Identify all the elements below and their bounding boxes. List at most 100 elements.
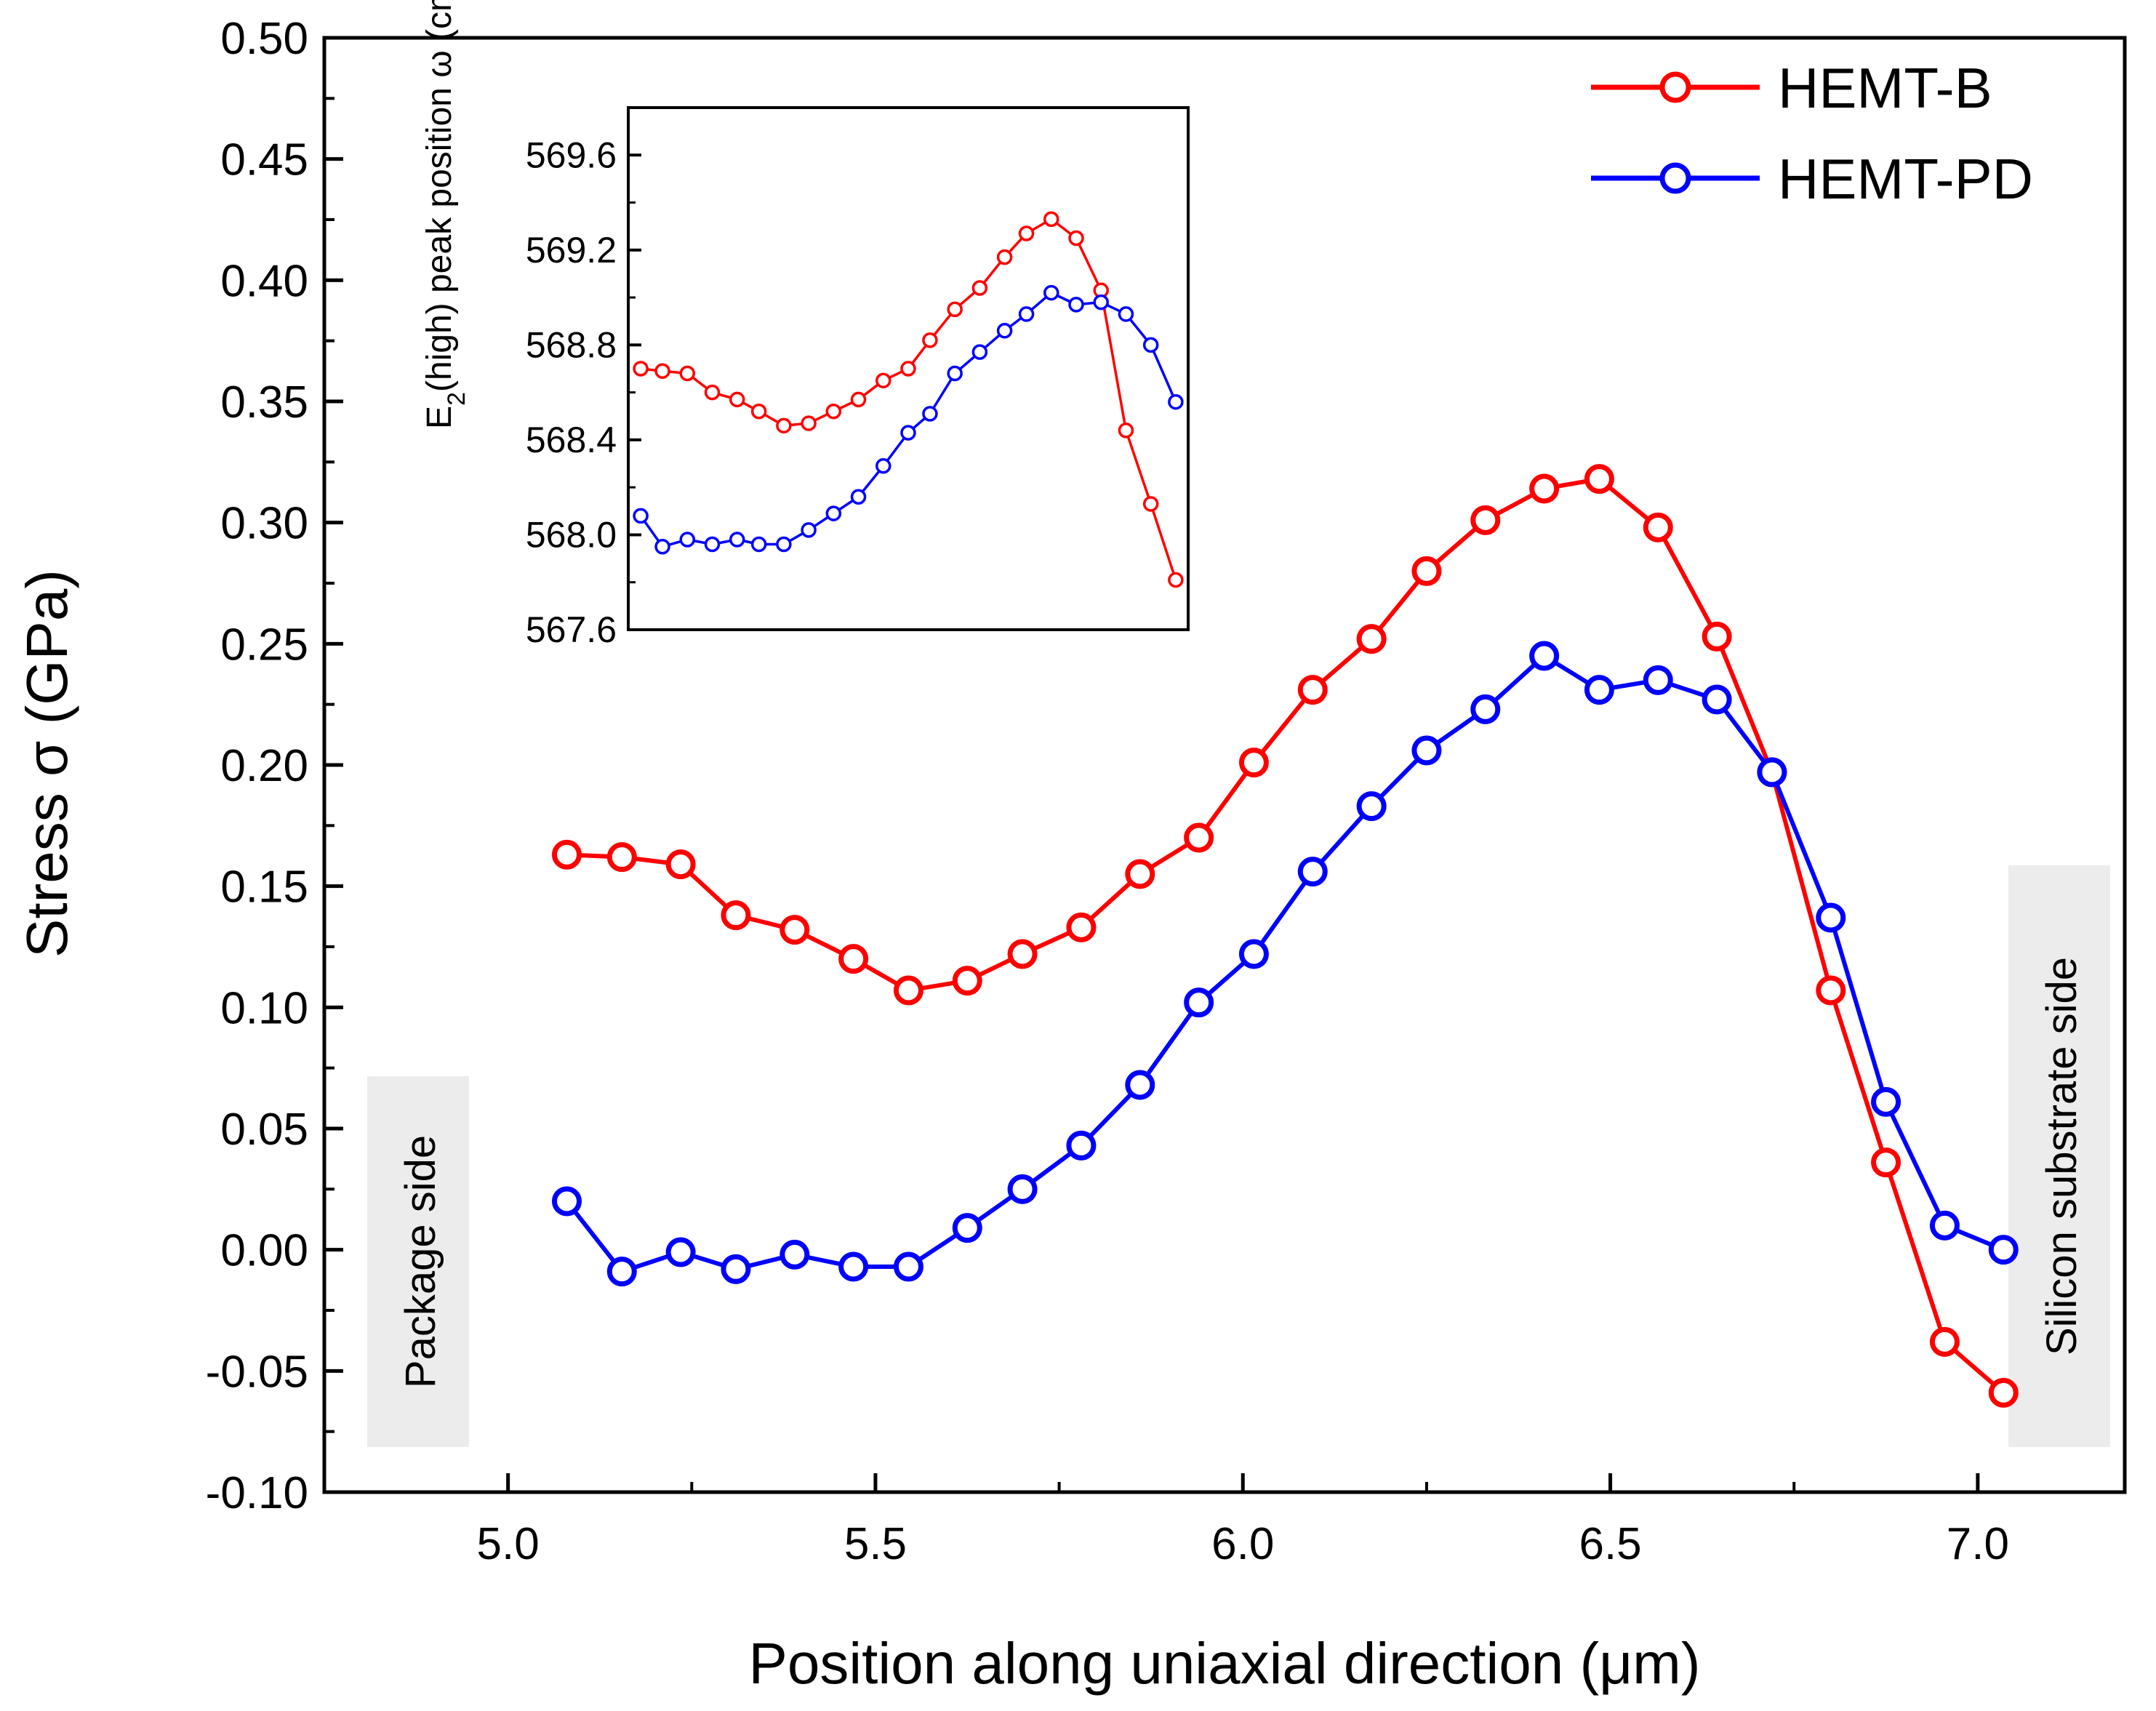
data-point-hemt-pd [606,1257,637,1287]
inset-data-point-hemt-pd [996,323,1013,339]
data-point-hemt-b [1816,975,1846,1006]
inset-data-point-hemt-pd [922,406,938,422]
inset-data-point-hemt-b [1043,211,1059,228]
y-tick-label: 0.40 [220,256,308,306]
data-point-hemt-pd [780,1239,810,1270]
data-point-hemt-pd [1816,902,1846,933]
x-tick-label: 7.0 [1947,1519,2009,1569]
data-point-hemt-pd [1584,675,1614,705]
inset-y-tick-label: 568.8 [526,324,617,365]
data-point-hemt-pd [1529,641,1560,671]
y-tick-label: -0.10 [206,1468,308,1518]
inset-axis-ticks: 567.6 568.0 568.4 568.8 569.2 569.6 [526,135,641,650]
inset-data-point-hemt-b [971,280,988,296]
inset-data-point-hemt-pd [1118,306,1134,322]
inset-data-point-hemt-b [1142,496,1159,512]
inset-data-point-hemt-b [947,301,963,318]
y-tick-label: 0.15 [220,862,308,913]
data-point-hemt-pd [952,1213,982,1243]
inset-y-tick-label: 569.6 [526,135,617,175]
series-line-hemt-pd [565,654,2005,1274]
data-point-hemt-b [1871,1147,1901,1178]
inset-data-point-hemt-pd [1142,337,1159,353]
data-point-hemt-b [1184,822,1214,853]
inset-data-point-hemt-b [850,391,867,408]
data-point-hemt-b [838,944,869,974]
inset-data-point-hemt-pd [1168,393,1184,410]
data-point-hemt-b [1066,912,1097,942]
data-point-hemt-b [721,900,751,931]
data-point-hemt-pd [1007,1174,1038,1204]
inset-data-point-hemt-b [900,361,916,377]
main-axis-ticks: 5.0 5.5 6.0 6.5 7.0 -0.10 -0.05 0.00 0.05 0.10 0.1… [206,14,2009,1569]
legend: HEMT-B HEMT-PD [1591,56,2033,211]
inset-data-point-hemt-b [704,384,721,401]
inset-data-point-hemt-b [633,361,649,377]
inset-data-point-hemt-b [750,403,767,420]
x-tick-label: 6.5 [1579,1519,1641,1569]
inset-data-point-hemt-b [654,363,670,380]
y-tick-label: 0.45 [220,135,308,185]
data-point-hemt-b [1584,464,1614,494]
data-point-hemt-pd [1929,1210,1960,1241]
inset-data-point-hemt-pd [633,508,649,524]
data-point-hemt-pd [1297,857,1328,887]
data-point-hemt-b [1643,512,1673,542]
legend-marker-hemt-pd [1659,162,1691,194]
data-point-hemt-b [606,842,637,873]
inset-y-tick-label: 569.2 [526,230,617,271]
data-point-hemt-pd [1125,1070,1155,1100]
inset-data-point-hemt-b [1068,230,1084,247]
data-point-hemt-pd [1757,757,1787,788]
y-tick-label: 0.10 [220,983,308,1033]
inset-data-point-hemt-pd [900,425,916,441]
legend-label-hemt-pd: HEMT-PD [1778,147,2033,211]
data-point-hemt-b [1411,556,1442,586]
inset-data-point-hemt-pd [729,532,745,548]
data-point-hemt-pd [552,1186,582,1217]
inset-data-point-hemt-pd [850,489,867,505]
silicon-side-annotation: Silicon substrate side [2008,865,2110,1447]
inset-data-point-hemt-b [825,403,842,420]
inset-data-point-hemt-b [996,249,1013,265]
data-point-hemt-b [1529,473,1560,504]
inset-data-point-hemt-pd [704,536,721,553]
data-point-hemt-pd [1470,694,1501,724]
legend-marker-hemt-b [1659,71,1691,103]
y-tick-label: 0.00 [220,1226,308,1276]
inset-y-tick-label: 568.4 [526,420,617,460]
legend-item-hemt-pd: HEMT-PD [1591,147,2033,211]
inset-data-point-hemt-pd [654,539,670,555]
data-point-hemt-pd [1988,1235,2019,1265]
inset-data-point-hemt-pd [679,532,696,548]
inset-data-point-hemt-pd [875,458,891,474]
y-tick-label: 0.30 [220,499,308,549]
data-point-hemt-b [1929,1326,1960,1357]
y-tick-label: -0.05 [206,1347,308,1397]
data-point-hemt-b [1125,859,1155,889]
inset-data-point-hemt-b [1168,572,1184,588]
package-side-label: Package side [397,1135,444,1388]
inset-data-point-hemt-pd [825,505,842,521]
data-point-hemt-pd [1356,791,1387,822]
y-tick-label: 0.50 [220,14,308,64]
y-tick-label: 0.25 [220,620,308,670]
data-point-hemt-b [1702,621,1732,652]
data-point-hemt-pd [1411,735,1442,766]
data-point-hemt-b [1356,624,1387,654]
inset-data-point-hemt-b [922,332,938,348]
main-series-layer [552,464,2019,1408]
inset-data-point-hemt-b [729,391,745,408]
inset-data-point-hemt-pd [1018,306,1035,322]
data-point-hemt-pd [1238,939,1269,969]
data-point-hemt-b [893,975,923,1006]
inset-y-tick-label: 567.6 [526,609,617,650]
x-tick-label: 5.5 [844,1519,907,1569]
data-point-hemt-pd [1184,987,1214,1018]
x-axis-title: Position along uniaxial direction (μm) [749,1631,1701,1696]
data-point-hemt-b [1238,748,1269,778]
inset-data-point-hemt-b [1018,225,1035,241]
inset-data-point-hemt-b [801,415,817,431]
inset-series-layer [633,211,1184,588]
